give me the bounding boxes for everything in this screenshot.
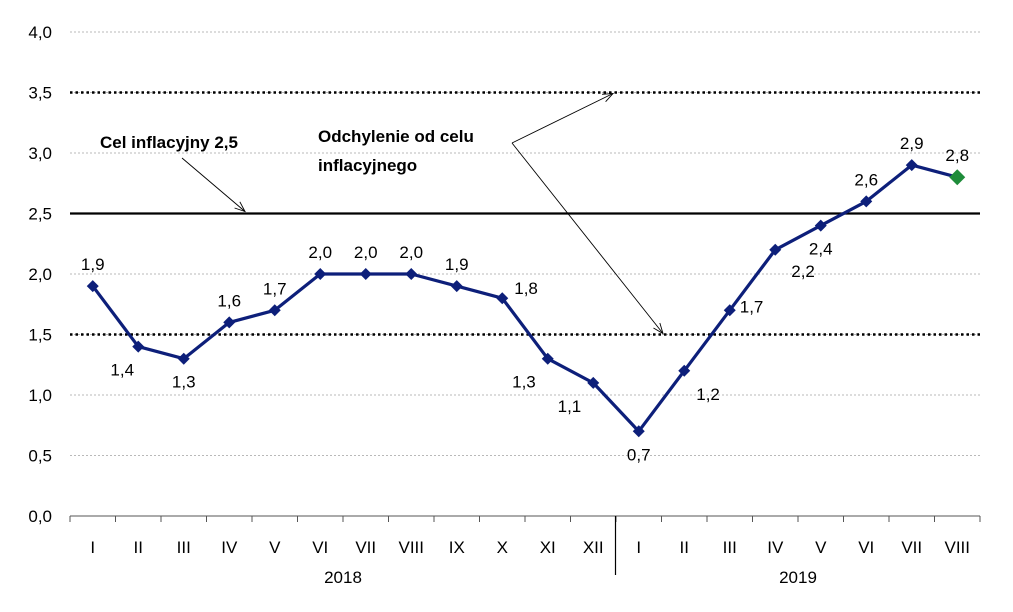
gridlines <box>70 31 980 456</box>
y-tick-label: 0,0 <box>28 507 52 526</box>
data-label: 2,9 <box>900 134 924 153</box>
reference-lines <box>70 91 980 336</box>
y-tick-label: 4,0 <box>28 23 52 42</box>
data-label: 2,0 <box>308 243 332 262</box>
y-tick-label: 3,5 <box>28 84 52 103</box>
x-tick-label: X <box>497 538 508 557</box>
data-point <box>314 268 327 280</box>
data-point <box>132 340 145 353</box>
latest-data-point <box>949 169 966 186</box>
year-label: 2019 <box>779 568 817 587</box>
data-point <box>450 280 463 293</box>
x-tick-label: IV <box>767 538 784 557</box>
y-tick-label: 0,5 <box>28 447 52 466</box>
data-point <box>359 268 372 280</box>
series <box>86 159 966 438</box>
data-point <box>223 316 236 329</box>
data-label: 1,1 <box>558 397 582 416</box>
x-tick-label: II <box>680 538 689 557</box>
x-tick-label: III <box>177 538 191 557</box>
data-point <box>814 219 827 232</box>
data-point <box>587 376 600 389</box>
year-label: 2018 <box>324 568 362 587</box>
data-label: 1,9 <box>445 255 469 274</box>
data-label: 2,6 <box>854 170 878 189</box>
x-tick-label: VIII <box>944 538 970 557</box>
x-tick-label: IV <box>221 538 238 557</box>
data-point <box>678 364 691 377</box>
data-point <box>541 352 554 365</box>
annotation-arrow <box>181 157 246 212</box>
data-point <box>496 292 509 305</box>
data-point <box>769 243 782 256</box>
y-tick-label: 1,5 <box>28 326 52 345</box>
data-label: 2,0 <box>399 243 423 262</box>
series-line <box>91 163 958 433</box>
x-tick-label: II <box>134 538 143 557</box>
x-tick-label: III <box>723 538 737 557</box>
arrow-head <box>601 92 615 102</box>
x-tick-label: VI <box>312 538 328 557</box>
axes: 0,00,51,01,52,02,53,03,54,0I II III IV V VI VI… <box>28 23 981 587</box>
x-tick-label: I <box>636 538 641 557</box>
data-label: 1,7 <box>740 297 764 316</box>
annotation-arrow <box>511 142 664 334</box>
data-point <box>723 304 736 317</box>
data-label: 1,9 <box>81 255 105 274</box>
data-label: 2,0 <box>354 243 378 262</box>
data-point <box>405 268 418 280</box>
x-tick-label: VI <box>858 538 874 557</box>
data-point <box>86 280 99 293</box>
data-label: 1,6 <box>217 291 241 310</box>
y-tick-label: 2,0 <box>28 265 52 284</box>
y-tick-label: 2,5 <box>28 205 52 224</box>
annotation-arrow <box>511 93 614 144</box>
data-label: 1,8 <box>514 279 538 298</box>
data-label: 1,2 <box>696 385 720 404</box>
data-label: 1,7 <box>263 279 287 298</box>
data-label: 2,4 <box>809 240 833 259</box>
data-label: 1,3 <box>172 373 196 392</box>
x-tick-label: I <box>90 538 95 557</box>
target-annotation: Cel inflacyjny 2,5 <box>100 133 238 152</box>
data-point <box>860 195 873 208</box>
data-point <box>177 352 190 365</box>
x-tick-label: XI <box>540 538 556 557</box>
data-point <box>268 304 281 317</box>
deviation-annotation-line-2: inflacyjnego <box>318 156 417 175</box>
data-point <box>632 425 645 438</box>
arrow-head <box>234 201 246 213</box>
data-label: 0,7 <box>627 445 651 464</box>
data-label: 1,3 <box>512 373 536 392</box>
x-tick-label: V <box>269 538 281 557</box>
y-tick-label: 1,0 <box>28 386 52 405</box>
data-label: 1,4 <box>110 361 134 380</box>
deviation-annotation-line-1: Odchylenie od celu <box>318 127 474 146</box>
x-tick-label: VIII <box>398 538 424 557</box>
data-label: 2,2 <box>791 262 815 281</box>
x-tick-label: VII <box>901 538 922 557</box>
x-tick-label: IX <box>449 538 465 557</box>
x-tick-label: VII <box>355 538 376 557</box>
x-tick-label: V <box>815 538 827 557</box>
y-tick-label: 3,0 <box>28 144 52 163</box>
data-labels: 1,9 1,4 1,3 1,6 1,7 2,0 2,0 2,0 1,9 1,8 1,3 1,1 0,7 1… <box>81 134 969 464</box>
arrow-head <box>653 322 664 335</box>
data-label: 2,8 <box>945 146 969 165</box>
annotation-arrows <box>181 92 664 335</box>
data-point <box>905 159 918 172</box>
x-tick-label: XII <box>583 538 604 557</box>
